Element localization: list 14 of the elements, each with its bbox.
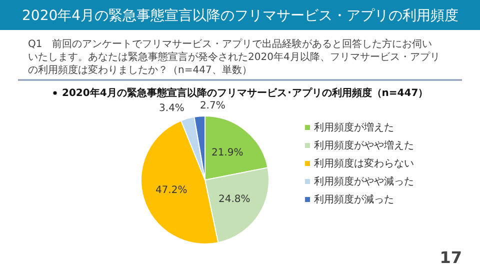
data-label: 2.7% <box>200 100 226 112</box>
chart-subtitle: 2020年4月の緊急事態宣言以降のフリマサービス･アプリの利用頻度（n=447） <box>62 87 428 99</box>
legend-label: 利用頻度がやや増えた <box>314 140 414 152</box>
data-label: 24.8% <box>218 194 250 206</box>
legend-label: 利用頻度が減った <box>314 194 394 206</box>
text: 17 <box>440 248 462 267</box>
data-label: 47.2% <box>155 184 188 196</box>
data-label: 21.9% <box>211 148 244 159</box>
chart-title: 2020年4月の緊急事態宣言以降のフリマサービス・アプリの利用頻度 <box>22 8 459 24</box>
legend-label: 利用頻度が増えた <box>314 122 394 134</box>
legend-label: 利用頻度は変わらない <box>314 158 414 170</box>
text: Q1 前回のアンケートでフリマサービス・アプリで出品経験があると回答した方にお伺いいたします。あなたは緊急事態宣言が発令された2020年4月以降、フリマサービス・アプリの利用頻度は変わりましたか？（n=447、単数） <box>28 38 440 76</box>
data-label: 3.4% <box>159 103 184 114</box>
legend-label: 利用頻度がやや減った <box>314 176 414 188</box>
